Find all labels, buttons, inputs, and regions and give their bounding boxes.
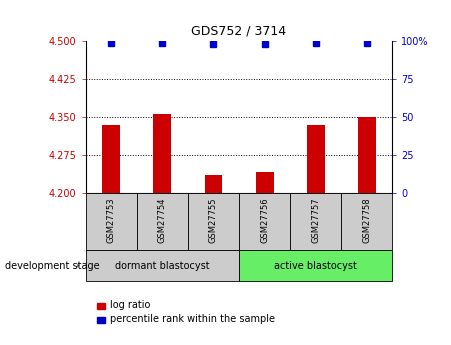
Bar: [307, 125, 325, 193]
Title: GDS752 / 3714: GDS752 / 3714: [192, 24, 286, 38]
Text: GSM27756: GSM27756: [260, 198, 269, 243]
Bar: [86, 250, 239, 281]
Text: GSM27753: GSM27753: [107, 198, 116, 243]
Bar: [341, 193, 392, 250]
Text: active blastocyst: active blastocyst: [274, 261, 357, 270]
Bar: [188, 193, 239, 250]
Text: GSM27755: GSM27755: [209, 198, 218, 243]
Bar: [239, 193, 290, 250]
Bar: [256, 172, 274, 193]
Text: development stage: development stage: [5, 261, 99, 270]
Bar: [205, 176, 222, 193]
Bar: [102, 125, 120, 193]
Bar: [290, 193, 341, 250]
Text: dormant blastocyst: dormant blastocyst: [115, 261, 210, 270]
Bar: [153, 114, 171, 193]
Bar: [86, 193, 137, 250]
Text: GSM27757: GSM27757: [311, 198, 320, 243]
Text: log ratio: log ratio: [110, 300, 151, 310]
Bar: [239, 250, 392, 281]
Text: GSM27754: GSM27754: [158, 198, 167, 243]
Bar: [358, 117, 376, 193]
Bar: [137, 193, 188, 250]
Text: GSM27758: GSM27758: [362, 198, 371, 243]
Text: percentile rank within the sample: percentile rank within the sample: [110, 314, 276, 324]
